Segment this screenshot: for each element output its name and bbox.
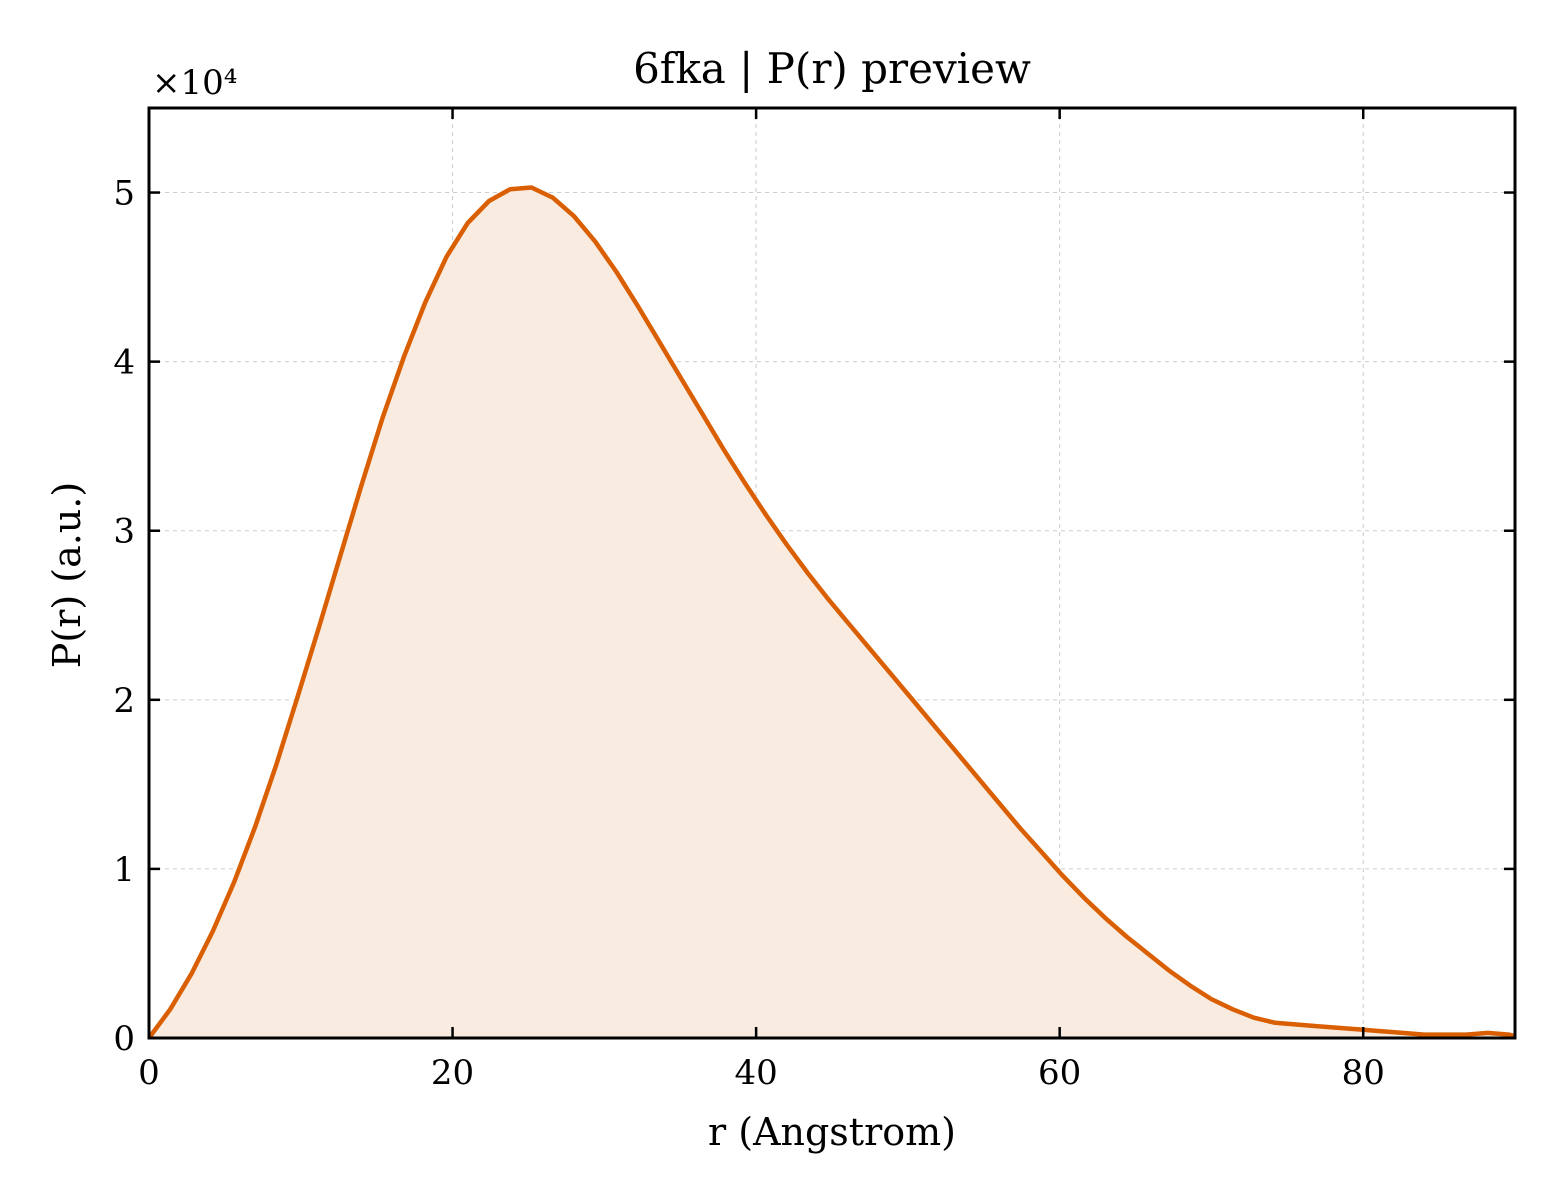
- x-tick-label: 20: [431, 1053, 474, 1093]
- y-offset-text: ×10⁴: [152, 63, 237, 103]
- y-tick-label: 4: [113, 343, 135, 383]
- plot-frame: [147, 106, 1517, 1040]
- y-axis-title: P(r) (a.u.): [45, 482, 89, 668]
- tick-layer: 0 20 40 60 80 0 1 2 3 4 5: [113, 108, 1515, 1093]
- area-fill: [149, 187, 1515, 1038]
- x-tick-label: 60: [1038, 1053, 1081, 1093]
- y-tick-label: 2: [113, 681, 135, 721]
- x-tick-label: 80: [1342, 1053, 1385, 1093]
- y-tick-label: 5: [113, 174, 135, 214]
- y-tick-label: 0: [113, 1019, 135, 1059]
- series-line: [147, 185, 1516, 1040]
- y-tick-label: 1: [113, 850, 135, 890]
- x-axis-title: r (Angstrom): [708, 1110, 956, 1154]
- chart-title: 6fka | P(r) preview: [633, 44, 1031, 93]
- x-tick-label: 40: [734, 1053, 777, 1093]
- y-tick-label: 3: [113, 512, 135, 552]
- x-tick-label: 0: [138, 1053, 160, 1093]
